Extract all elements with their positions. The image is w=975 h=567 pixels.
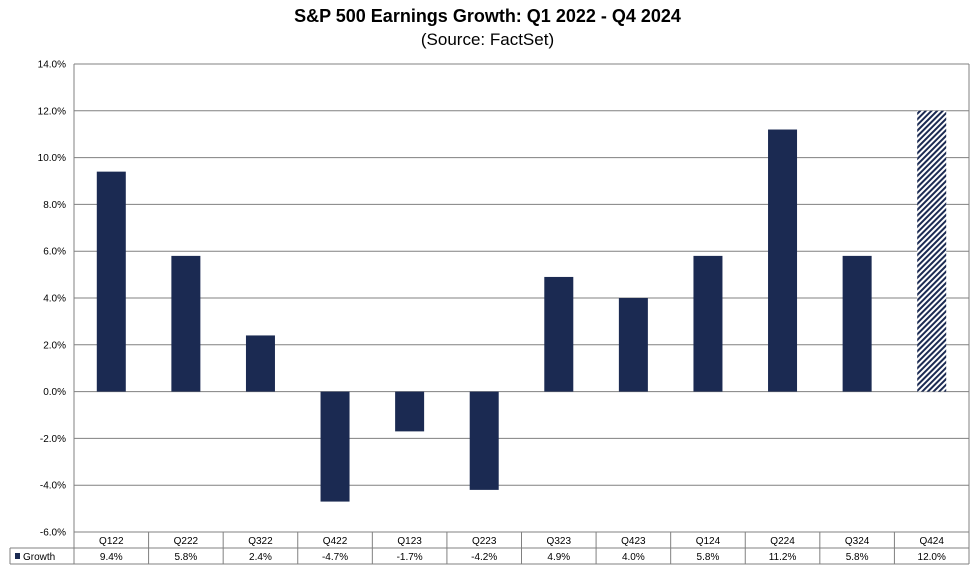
y-tick-label: 4.0% [43, 294, 66, 305]
bar [544, 276, 574, 392]
data-label: 11.2% [769, 552, 797, 563]
bar [693, 255, 723, 392]
data-label: 9.4% [100, 552, 123, 563]
bar [320, 391, 350, 502]
bar [842, 255, 872, 392]
category-label: Q324 [845, 536, 870, 547]
data-label: 4.0% [622, 552, 645, 563]
y-tick-label: 10.0% [38, 153, 66, 164]
bar [96, 171, 126, 392]
category-label: Q223 [472, 536, 497, 547]
data-label: -4.7% [322, 552, 348, 563]
chart-subtitle: (Source: FactSet) [420, 30, 555, 49]
bar [469, 391, 499, 490]
category-label: Q123 [397, 536, 422, 547]
y-tick-label: -4.0% [40, 481, 66, 492]
category-label: Q224 [770, 536, 795, 547]
data-label: 5.8% [846, 552, 869, 563]
legend-swatch [15, 553, 20, 559]
category-label: Q424 [919, 536, 944, 547]
data-label: 5.8% [174, 552, 197, 563]
y-tick-label: 0.0% [43, 387, 66, 398]
category-label: Q422 [323, 536, 348, 547]
y-tick-label: 8.0% [43, 200, 66, 211]
data-label: 5.8% [697, 552, 720, 563]
bar [395, 391, 425, 432]
bar [618, 298, 648, 392]
y-tick-label: -6.0% [40, 528, 66, 539]
data-label: -4.2% [471, 552, 497, 563]
data-label: 2.4% [249, 552, 272, 563]
category-label: Q323 [547, 536, 572, 547]
category-label: Q122 [99, 536, 124, 547]
chart-title: S&P 500 Earnings Growth: Q1 2022 - Q4 20… [294, 6, 681, 26]
legend-label: Growth [23, 552, 55, 563]
bar [768, 129, 798, 392]
bar [171, 255, 201, 392]
y-tick-label: 14.0% [38, 60, 66, 71]
category-label: Q322 [248, 536, 273, 547]
category-label: Q124 [696, 536, 721, 547]
bar [245, 335, 275, 392]
data-label: 4.9% [547, 552, 570, 563]
category-label: Q423 [621, 536, 646, 547]
data-label: -1.7% [397, 552, 423, 563]
category-label: Q222 [174, 536, 199, 547]
bar-estimate [917, 110, 947, 392]
y-tick-label: 12.0% [38, 106, 66, 117]
y-tick-label: 2.0% [43, 340, 66, 351]
data-label: 12.0% [918, 552, 946, 563]
y-tick-label: -2.0% [40, 434, 66, 445]
y-tick-label: 6.0% [43, 247, 66, 258]
